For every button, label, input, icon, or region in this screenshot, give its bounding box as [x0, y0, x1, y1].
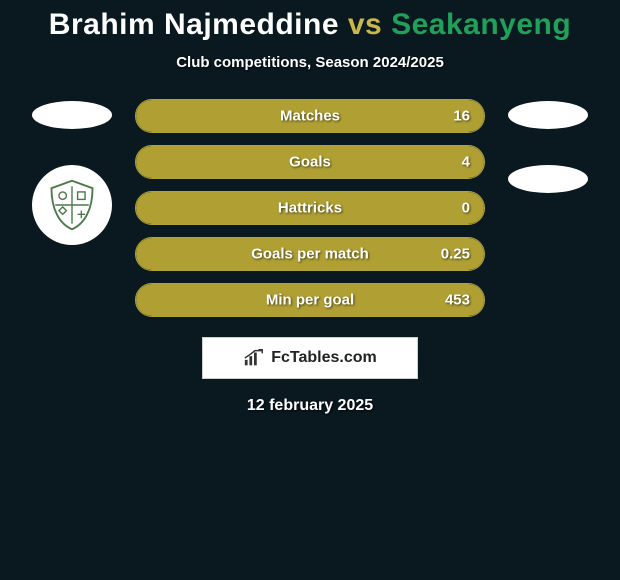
stat-label: Goals — [136, 154, 484, 171]
stat-value: 453 — [445, 292, 470, 309]
stat-value: 16 — [453, 108, 470, 125]
stat-bar: Goals 4 — [135, 145, 485, 179]
right-column — [503, 99, 593, 317]
page-title: Brahim Najmeddine vs Seakanyeng — [0, 8, 620, 42]
stat-bar: Goals per match 0.25 — [135, 237, 485, 271]
left-flag-badge — [32, 101, 112, 129]
stat-value: 4 — [462, 154, 470, 171]
left-club-crest — [32, 165, 112, 245]
title-vs: vs — [348, 8, 382, 41]
main-row: Matches 16 Goals 4 Hattricks 0 Goals per… — [0, 99, 620, 317]
title-player1: Brahim Najmeddine — [49, 8, 339, 41]
source-logo: FcTables.com — [202, 337, 418, 379]
stat-label: Min per goal — [136, 292, 484, 309]
left-column — [27, 99, 117, 317]
right-flag-badge — [508, 101, 588, 129]
stat-label: Hattricks — [136, 200, 484, 217]
stat-bar: Hattricks 0 — [135, 191, 485, 225]
stat-label: Goals per match — [136, 246, 484, 263]
right-club-badge — [508, 165, 588, 193]
source-logo-text: FcTables.com — [271, 349, 377, 367]
shield-icon — [44, 177, 100, 233]
date: 12 february 2025 — [0, 397, 620, 415]
title-player2: Seakanyeng — [391, 8, 571, 41]
stat-value: 0 — [462, 200, 470, 217]
stat-value: 0.25 — [441, 246, 470, 263]
stat-bar: Min per goal 453 — [135, 283, 485, 317]
stat-label: Matches — [136, 108, 484, 125]
stat-bar: Matches 16 — [135, 99, 485, 133]
comparison-card: Brahim Najmeddine vs Seakanyeng Club com… — [0, 0, 620, 415]
subtitle: Club competitions, Season 2024/2025 — [0, 54, 620, 71]
stats-list: Matches 16 Goals 4 Hattricks 0 Goals per… — [135, 99, 485, 317]
bar-chart-icon — [243, 348, 265, 368]
